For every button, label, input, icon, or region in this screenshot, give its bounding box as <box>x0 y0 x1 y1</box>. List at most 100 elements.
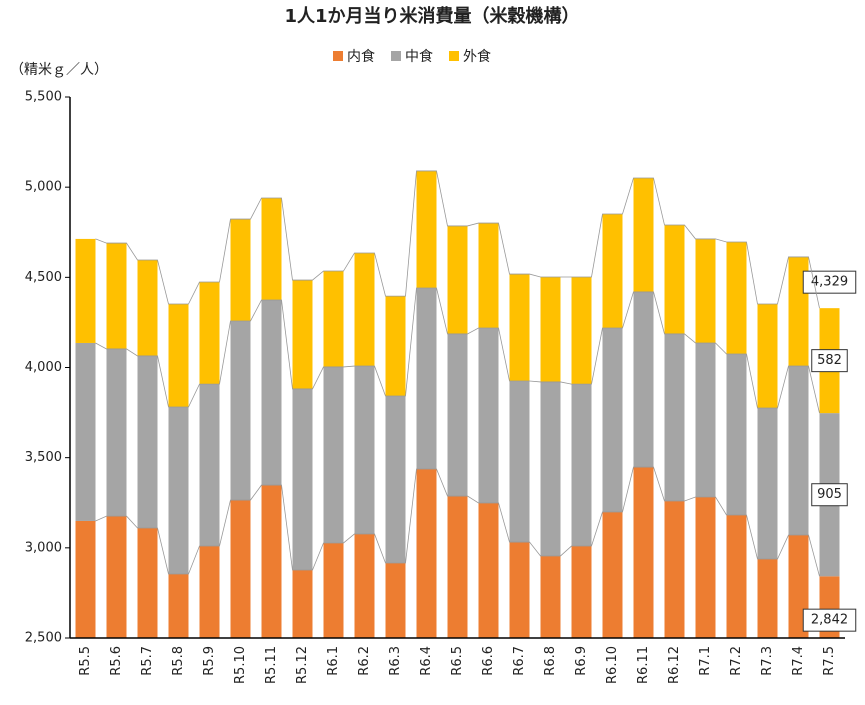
bar-segment <box>199 384 220 547</box>
y-tick-label: 4,000 <box>25 360 62 375</box>
x-tick-label: R6.1 <box>326 646 341 676</box>
bar-segment <box>664 225 685 334</box>
bar-segment <box>571 276 592 385</box>
bar-segment <box>75 238 96 343</box>
data-label: 582 <box>817 353 842 368</box>
bar-segment <box>602 511 623 638</box>
bar-segment <box>416 469 437 638</box>
bar-segment <box>261 197 282 301</box>
bar-segment <box>292 388 313 571</box>
bar-segment <box>726 515 747 638</box>
x-tick-label: R5.6 <box>109 646 124 676</box>
bar-segment <box>633 291 654 468</box>
bar-segment <box>416 287 437 470</box>
total-label-box <box>802 270 857 294</box>
y-tick-label: 2,500 <box>25 631 62 646</box>
bar-segment <box>75 342 96 521</box>
data-label-box <box>811 349 848 373</box>
bar-segment <box>757 408 778 560</box>
bar-segment <box>633 467 654 638</box>
bar-segment <box>323 366 344 543</box>
bar-segment <box>261 485 282 638</box>
bar-segment <box>199 546 220 638</box>
bar-segment <box>323 542 344 638</box>
x-tick-label: R6.9 <box>574 646 589 676</box>
bar-segment <box>540 555 561 638</box>
x-tick-label: R5.5 <box>78 646 93 676</box>
data-label: 905 <box>817 487 842 502</box>
x-tick-label: R5.9 <box>202 646 217 676</box>
bar-segment <box>137 527 158 638</box>
y-axis-label: （精米ｇ／人） <box>10 62 108 78</box>
bar-segment <box>261 300 282 486</box>
bar-segment <box>478 328 499 503</box>
x-tick-label: R6.11 <box>636 646 651 684</box>
total-label: 4,329 <box>811 275 848 290</box>
legend-swatch <box>449 51 459 61</box>
bar-segment <box>509 381 530 543</box>
x-tick-label: R7.4 <box>791 646 806 676</box>
x-tick-label: R6.8 <box>543 646 558 676</box>
bar-segment <box>292 280 313 389</box>
data-label: 2,842 <box>811 613 848 628</box>
x-tick-label: R6.3 <box>388 646 403 676</box>
x-tick-label: R5.11 <box>264 646 279 684</box>
series-connector <box>95 170 820 309</box>
x-tick-label: R6.2 <box>357 646 372 676</box>
bar-segment <box>447 496 468 638</box>
legend-label: 外食 <box>463 48 491 65</box>
bar-segment <box>478 223 499 329</box>
bar-segment <box>447 225 468 334</box>
bar-segment <box>168 406 189 574</box>
legend-label: 中食 <box>405 48 433 65</box>
bar-segment <box>540 381 561 556</box>
bar-segment <box>230 219 251 321</box>
y-tick-label: 4,500 <box>25 270 62 285</box>
data-label-box <box>811 483 848 507</box>
chart-title: 1人1か月当り米消費量（米穀機構） <box>284 5 579 27</box>
bar-segment <box>230 320 251 501</box>
x-tick-label: R6.10 <box>605 646 620 684</box>
bar-segment <box>540 276 561 382</box>
series-connector <box>95 287 820 414</box>
bar-segment <box>602 328 623 512</box>
bar-segment <box>385 296 406 396</box>
y-tick-label: 5,000 <box>25 180 62 195</box>
x-tick-label: R7.3 <box>760 646 775 676</box>
bar-segment <box>106 516 127 638</box>
y-tick-label: 3,000 <box>25 540 62 555</box>
bar-segment <box>509 274 530 382</box>
bar-segment <box>106 243 127 349</box>
bar-segment <box>199 282 220 385</box>
bar-segment <box>385 562 406 638</box>
bar-segment <box>354 366 375 534</box>
bar-segment <box>75 520 96 638</box>
bar-segment <box>354 252 375 367</box>
x-tick-label: R6.12 <box>667 646 682 684</box>
x-tick-label: R5.7 <box>140 646 155 676</box>
bar-segment <box>664 333 685 501</box>
x-tick-label: R5.10 <box>233 646 248 684</box>
bar-segment <box>447 333 468 497</box>
bar-segment <box>230 500 251 638</box>
bar-segment <box>695 238 716 343</box>
x-tick-label: R7.2 <box>729 646 744 676</box>
bar-segment <box>323 271 344 367</box>
x-tick-label: R7.1 <box>698 646 713 676</box>
x-tick-label: R6.7 <box>512 646 527 676</box>
bar-segment <box>726 241 747 354</box>
x-tick-label: R7.5 <box>822 646 837 676</box>
legend-swatch <box>391 51 401 61</box>
bar-segment <box>726 353 747 516</box>
y-tick-label: 5,500 <box>25 90 62 105</box>
bar-segment <box>664 500 685 638</box>
bar-segment <box>695 496 716 638</box>
bar-segment <box>757 559 778 638</box>
bar-segment <box>354 533 375 638</box>
bar-segment <box>292 570 313 638</box>
bar-segment <box>478 502 499 638</box>
bar-segment <box>168 304 189 407</box>
bar-segment <box>137 260 158 356</box>
